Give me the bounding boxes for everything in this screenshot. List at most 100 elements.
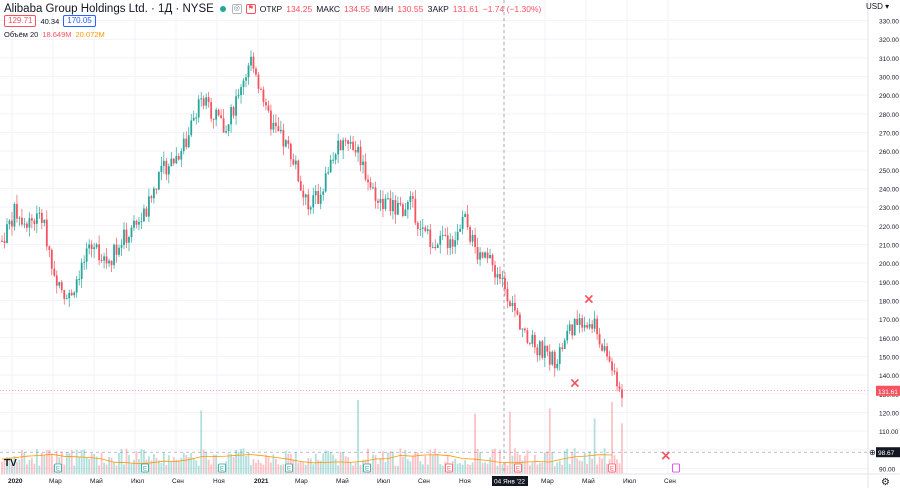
volume-bar — [207, 459, 210, 474]
candle-body — [50, 249, 53, 269]
volume-bar — [586, 463, 589, 474]
candle-body — [444, 234, 447, 236]
x-tick-label: 2020 — [8, 478, 23, 485]
volume-bar — [175, 459, 178, 474]
candle-body — [192, 117, 195, 121]
candle-body — [583, 325, 586, 328]
candle-body — [170, 158, 173, 167]
candle-body — [474, 235, 476, 248]
volume-bar — [583, 452, 586, 474]
spread-value: 40.34 — [40, 16, 60, 26]
volume-bar — [461, 464, 464, 474]
candle-body — [514, 302, 516, 311]
volume-bar — [240, 448, 242, 474]
candle-body — [501, 278, 504, 280]
volume-value: 18.649M — [42, 30, 72, 39]
candle-body — [304, 194, 307, 198]
sell-button[interactable]: 129.71 — [4, 15, 37, 27]
candle-body — [446, 235, 449, 249]
flag-icon[interactable]: ⚑ — [245, 4, 256, 14]
volume-bar — [105, 464, 108, 474]
candle-body — [561, 347, 564, 349]
candle-body — [123, 229, 125, 246]
volume-bar — [454, 458, 457, 474]
volume-bar — [357, 399, 359, 474]
volume-bar — [150, 460, 153, 474]
symbol-title[interactable]: Alibaba Group Holdings Ltd. · 1Д · NYSE — [4, 3, 214, 15]
volume-bar — [317, 459, 320, 474]
volume-bar — [436, 453, 439, 474]
earnings-icon-letter: E — [447, 467, 451, 473]
volume-bar — [588, 451, 591, 474]
volume-bar — [212, 454, 215, 474]
low-value: 130.55 — [397, 4, 424, 14]
volume-bar — [215, 454, 218, 474]
price-axis[interactable]: 90.00100.00110.00120.00130.00140.00150.0… — [867, 0, 900, 488]
candle-body — [133, 220, 135, 228]
candle-body — [93, 247, 96, 250]
volume-bar — [439, 464, 442, 474]
volume-bar — [352, 465, 354, 474]
crosshair-price-box — [876, 447, 900, 458]
volume-bar — [349, 461, 352, 474]
volume-bar — [399, 448, 402, 474]
candle-body — [611, 361, 613, 371]
candle-body — [80, 262, 83, 279]
x-tick-label: Мар — [295, 478, 308, 485]
candle-body — [578, 318, 581, 325]
candle-body — [108, 260, 110, 264]
earnings-icon-frame — [54, 463, 62, 473]
currency-selector[interactable]: USD ▾ — [866, 2, 890, 11]
volume-bar — [60, 451, 63, 474]
candle-body — [85, 248, 88, 262]
volume-bar — [397, 465, 399, 474]
volume-bar — [618, 463, 621, 474]
volume-bar — [68, 453, 71, 474]
eye-icon[interactable]: ◎ — [231, 4, 242, 14]
time-axis[interactable]: 2020 Мар Май Июл Сен Ноя 2021 Мар Май Июл Сен Ноя 04… — [0, 473, 900, 486]
candle-body — [511, 302, 514, 306]
volume-label[interactable]: Объём 20 — [4, 30, 39, 39]
buy-button[interactable]: 170.05 — [63, 15, 96, 27]
candle-body — [571, 324, 574, 336]
volume-bar — [98, 465, 101, 474]
candle-body — [128, 237, 130, 243]
candle-body — [329, 159, 332, 173]
crosshair-price-label: 98.67 — [878, 450, 895, 457]
chart-grid — [0, 0, 868, 474]
candle-body — [516, 310, 519, 315]
volume-bar — [55, 450, 58, 474]
volume-bar — [38, 465, 41, 474]
candle-body — [401, 204, 404, 216]
y-tick-label: 220.00 — [879, 224, 899, 231]
candle-body — [603, 346, 606, 351]
volume-bar — [431, 455, 434, 474]
candle-body — [598, 334, 601, 345]
volume-bar — [476, 448, 479, 474]
candle-body — [377, 200, 379, 203]
volume-bar — [429, 449, 432, 474]
earnings-icon-frame — [285, 463, 293, 473]
candle-body — [546, 345, 549, 352]
candle-body — [347, 140, 350, 144]
candle-body — [531, 334, 534, 344]
change-value: −1.74 (−1.30%) — [482, 4, 542, 14]
volume-bar — [35, 449, 38, 474]
settings-gear-icon[interactable]: ⚙ — [881, 477, 890, 488]
volume-bar — [294, 452, 297, 474]
candle-body — [424, 227, 427, 232]
candle-body — [509, 301, 511, 306]
candle-body — [551, 351, 554, 365]
candle-body — [250, 56, 252, 66]
volume-bar — [533, 455, 536, 474]
candle-body — [30, 218, 33, 221]
volume-bar — [225, 461, 227, 474]
volume-bar — [603, 448, 606, 474]
x-tick-label: Май — [582, 477, 595, 485]
volume-bar — [528, 465, 531, 474]
volume-bar — [6, 457, 8, 474]
earnings-icon: E — [608, 463, 616, 473]
volume-bar — [367, 448, 369, 474]
candle-body — [284, 140, 287, 147]
